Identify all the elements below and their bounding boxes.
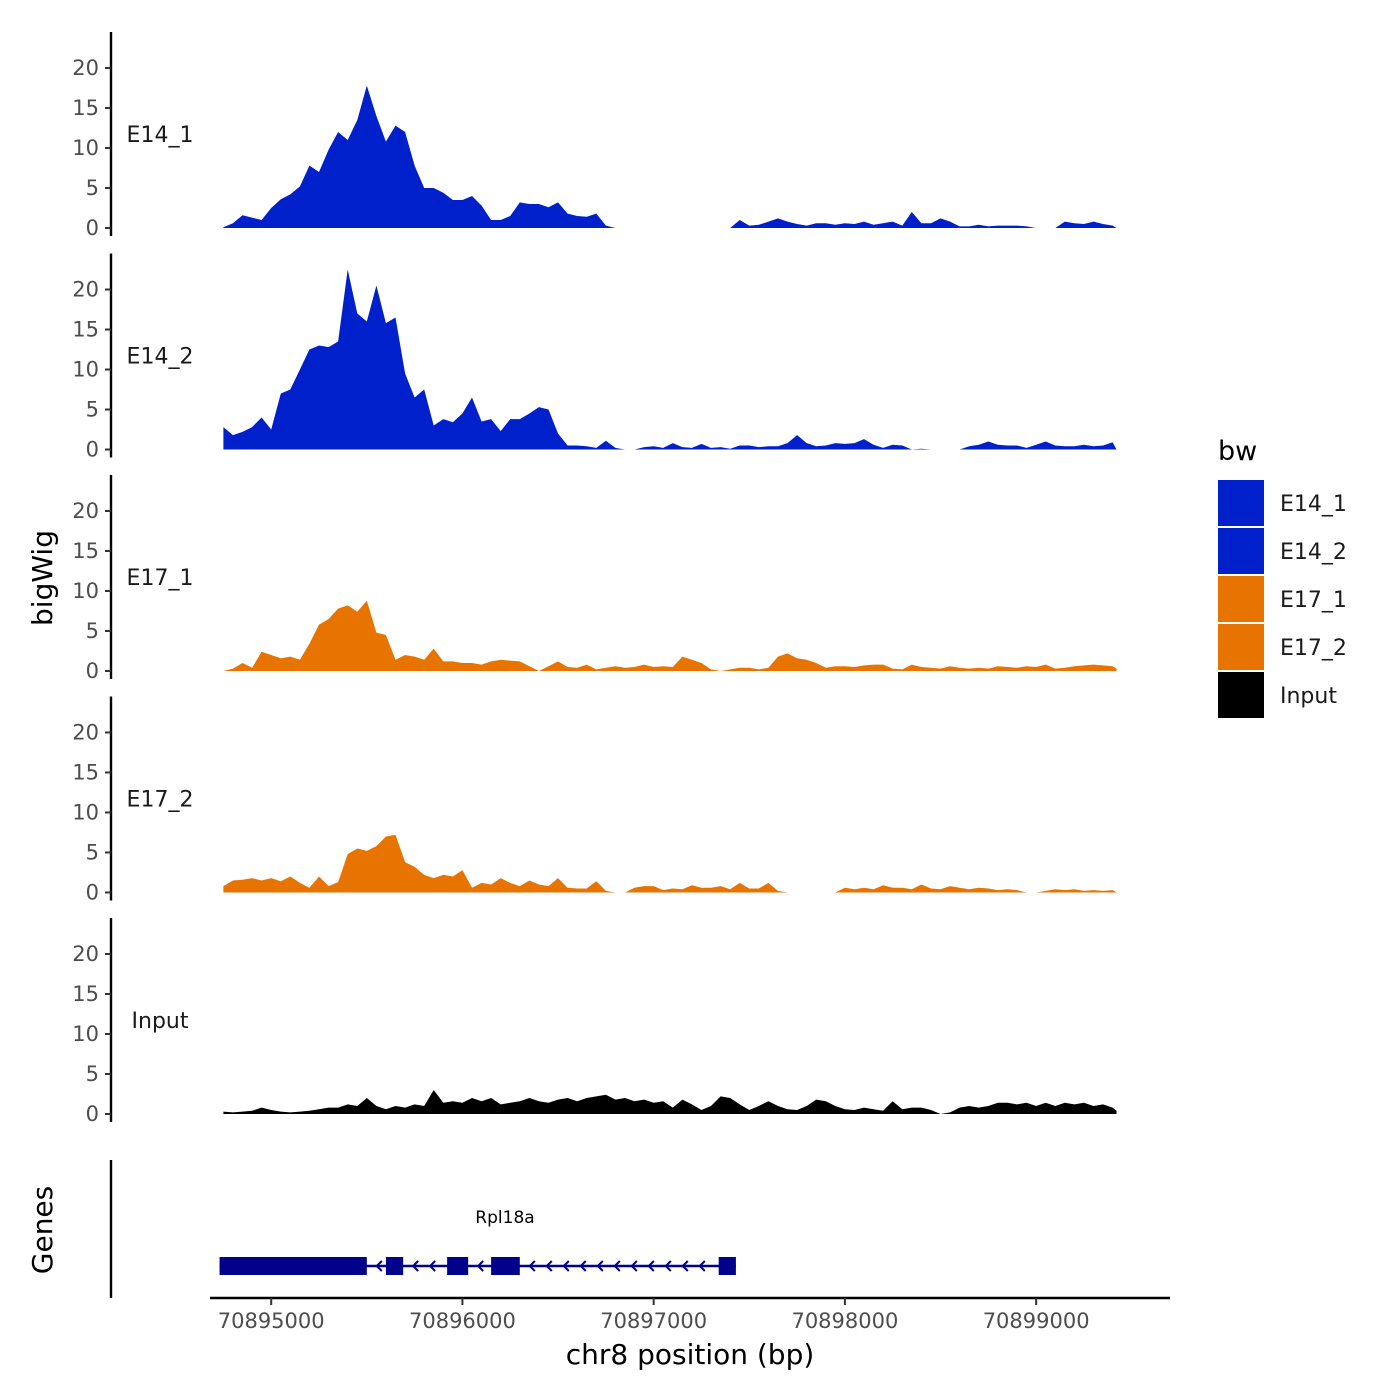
x-tick-label: 70898000 — [791, 1309, 898, 1333]
x-axis-title: chr8 position (bp) — [566, 1338, 815, 1371]
strand-chevron — [630, 1260, 638, 1272]
genes-label: Genes — [26, 1186, 59, 1274]
legend-swatch — [1218, 528, 1264, 574]
legend-items: E14_1 E14_2 E17_1 E17_2 Input — [1218, 480, 1347, 718]
y-tick-label: 5 — [86, 619, 99, 643]
legend-entry-label: Input — [1280, 684, 1337, 709]
strand-chevron — [613, 1260, 621, 1272]
x-tick-label: 70899000 — [983, 1309, 1090, 1333]
gene-name-label: Rpl18a — [475, 1208, 534, 1228]
coverage-area-E17_2 — [223, 834, 1117, 893]
legend: bw E14_1 E14_2 E17_1 E17_2 Input — [1218, 436, 1347, 718]
strand-chevron — [428, 1260, 436, 1272]
legend-entry-label: E17_1 — [1280, 588, 1347, 613]
y-axis-title: bigWig — [26, 530, 59, 626]
x-axis: 70895000 70896000 70897000 70898000 70899000… — [210, 1296, 1170, 1371]
y-tick-label: 15 — [72, 318, 99, 342]
y-tick-label: 20 — [72, 56, 99, 80]
coverage-area-E14_1 — [223, 85, 1117, 228]
coverage-area-Input — [223, 1090, 1117, 1114]
x-tick-label: 70896000 — [409, 1309, 516, 1333]
exon-block — [447, 1257, 469, 1275]
y-tick-label: 5 — [86, 176, 99, 200]
track-label: E14_1 — [127, 123, 194, 148]
legend-entry-label: E14_2 — [1280, 540, 1347, 565]
legend-title: bw — [1218, 436, 1257, 467]
exon-block — [385, 1257, 404, 1275]
strand-chevron — [698, 1260, 706, 1272]
track-Input: 0 5 10 15 20 Input — [72, 918, 1117, 1126]
strand-chevron — [596, 1260, 604, 1272]
y-tick-label: 20 — [72, 721, 99, 745]
y-tick-label: 5 — [86, 1062, 99, 1086]
y-tick-label: 0 — [86, 659, 99, 683]
y-tick-label: 0 — [86, 881, 99, 905]
exon-block — [718, 1257, 736, 1275]
strand-chevron — [411, 1260, 419, 1272]
exon-block — [219, 1257, 367, 1275]
strand-chevron — [647, 1260, 655, 1272]
y-tick-label: 10 — [72, 579, 99, 603]
strand-chevron — [545, 1260, 553, 1272]
y-tick-label: 10 — [72, 136, 99, 160]
y-tick-label: 20 — [72, 278, 99, 302]
legend-swatch — [1218, 672, 1264, 718]
track-E17_2: 0 5 10 15 20 E17_2 — [72, 696, 1117, 905]
track-label: E14_2 — [127, 345, 194, 370]
y-tick-label: 15 — [72, 761, 99, 785]
x-tick-label: 70895000 — [218, 1309, 325, 1333]
strand-chevron — [375, 1260, 383, 1272]
legend-swatch — [1218, 624, 1264, 670]
track-label: E17_2 — [127, 788, 194, 813]
y-tick-label: 20 — [72, 499, 99, 523]
gene-model: Rpl18a — [219, 1208, 736, 1275]
strand-chevron — [579, 1260, 587, 1272]
bigwig-tracks: 05101520E14_105101520E14_205101520E17_10… — [72, 32, 1117, 1126]
y-tick-label: 10 — [72, 1022, 99, 1046]
exon-block — [491, 1257, 520, 1275]
y-tick-label: 15 — [72, 96, 99, 120]
y-tick-label: 20 — [72, 942, 99, 966]
strand-chevron — [664, 1260, 672, 1272]
y-tick-label: 0 — [86, 438, 99, 462]
coverage-area-E14_2 — [223, 269, 1117, 450]
legend-swatch — [1218, 480, 1264, 526]
track-label: E17_1 — [127, 566, 194, 591]
y-tick-label: 15 — [72, 982, 99, 1006]
track-E14_1: 0 5 10 15 20 E14_1 — [72, 32, 1117, 240]
y-tick-label: 15 — [72, 539, 99, 563]
y-tick-label: 0 — [86, 1102, 99, 1126]
coverage-area-E17_1 — [223, 600, 1117, 671]
track-E17_1: 0 5 10 15 20 E17_1 — [72, 475, 1117, 683]
y-tick-label: 10 — [72, 801, 99, 825]
x-ticks: 70895000 70896000 70897000 70898000 70899000 — [218, 1298, 1090, 1333]
y-tick-label: 0 — [86, 216, 99, 240]
y-tick-label: 5 — [86, 398, 99, 422]
strand-chevron — [476, 1260, 484, 1272]
legend-entry-label: E17_2 — [1280, 636, 1347, 661]
track-E14_2: 0 5 10 15 20 E14_2 — [72, 253, 1117, 462]
y-tick-label: 5 — [86, 841, 99, 865]
gene-track: Genes Rpl18a — [26, 1160, 736, 1298]
strand-chevron — [562, 1260, 570, 1272]
x-tick-label: 70897000 — [600, 1309, 707, 1333]
legend-entry-label: E14_1 — [1280, 492, 1347, 517]
y-tick-label: 10 — [72, 358, 99, 382]
track-label: Input — [132, 1009, 189, 1034]
legend-swatch — [1218, 576, 1264, 622]
strand-chevron — [681, 1260, 689, 1272]
strand-chevron — [528, 1260, 536, 1272]
